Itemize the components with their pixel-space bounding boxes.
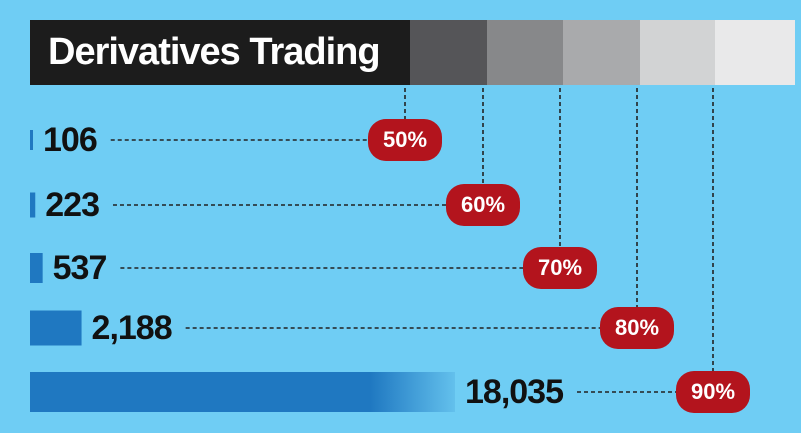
bar (30, 130, 33, 150)
value-label: 2,188 (92, 309, 172, 347)
bar (30, 310, 82, 346)
value-label: 537 (53, 249, 107, 287)
badge-label: 50% (383, 127, 427, 152)
bar (30, 192, 36, 218)
badge-label: 60% (461, 192, 505, 217)
badge-label: 90% (691, 379, 735, 404)
badge (368, 119, 442, 161)
value-label: 18,035 (465, 373, 563, 411)
title-bar (30, 20, 410, 85)
bar (30, 372, 455, 412)
badge (600, 307, 674, 349)
shade-block (715, 20, 795, 85)
chart-title: Derivatives Trading (48, 31, 380, 73)
shade-block (640, 20, 715, 85)
bar (30, 253, 43, 283)
badge (523, 247, 597, 289)
badge-label: 80% (615, 315, 659, 340)
badge (676, 371, 750, 413)
shade-block (487, 20, 563, 85)
badge (446, 184, 520, 226)
value-label: 106 (43, 121, 97, 159)
shade-block (563, 20, 640, 85)
badge-label: 70% (538, 255, 582, 280)
shade-block (410, 20, 487, 85)
value-label: 223 (45, 186, 99, 224)
